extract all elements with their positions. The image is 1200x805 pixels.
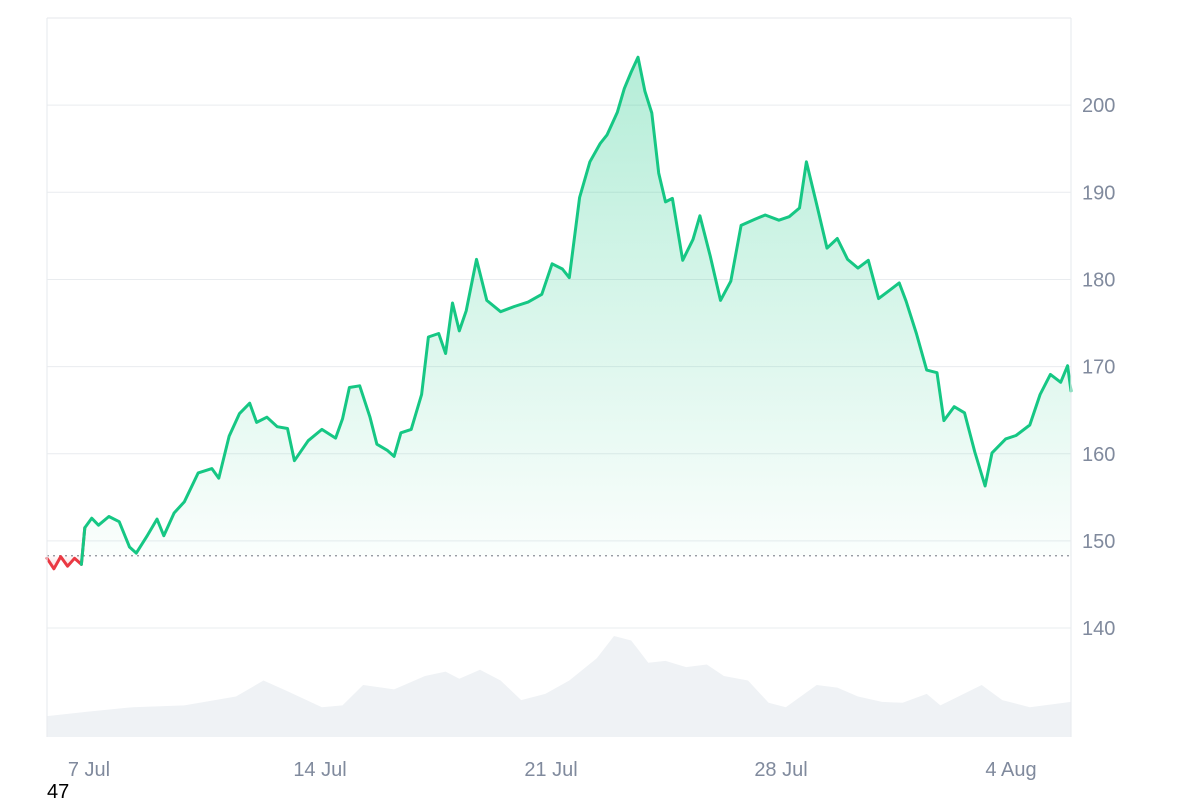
y-axis-labels: 200 190 180 170 160 150 140 bbox=[1082, 95, 1115, 640]
down-area-fill bbox=[47, 555, 1071, 569]
x-tick-label: 21 Jul bbox=[524, 759, 577, 781]
price-line-up bbox=[79, 55, 1073, 566]
y-tick-label: 170 bbox=[1082, 357, 1115, 379]
plot-frame bbox=[46, 17, 1072, 737]
y-tick-label: 190 bbox=[1082, 182, 1115, 204]
volume-shape bbox=[47, 636, 1071, 737]
y-tick-label: 140 bbox=[1082, 618, 1115, 640]
footer-count: 47 bbox=[47, 781, 70, 803]
x-axis-labels: 7 Jul 14 Jul 21 Jul 28 Jul 4 Aug bbox=[68, 759, 1037, 781]
price-area-fill bbox=[47, 57, 1071, 569]
y-tick-label: 150 bbox=[1082, 531, 1115, 553]
volume-area bbox=[47, 636, 1071, 737]
y-tick-label: 180 bbox=[1082, 269, 1115, 291]
x-tick-label: 14 Jul bbox=[293, 759, 346, 781]
up-area-fill bbox=[47, 57, 1071, 556]
price-line bbox=[45, 55, 1073, 571]
y-tick-label: 200 bbox=[1082, 95, 1115, 117]
x-tick-label: 28 Jul bbox=[754, 759, 807, 781]
y-tick-label: 160 bbox=[1082, 444, 1115, 466]
x-tick-label: 7 Jul bbox=[68, 759, 110, 781]
x-tick-label: 4 Aug bbox=[985, 759, 1036, 781]
